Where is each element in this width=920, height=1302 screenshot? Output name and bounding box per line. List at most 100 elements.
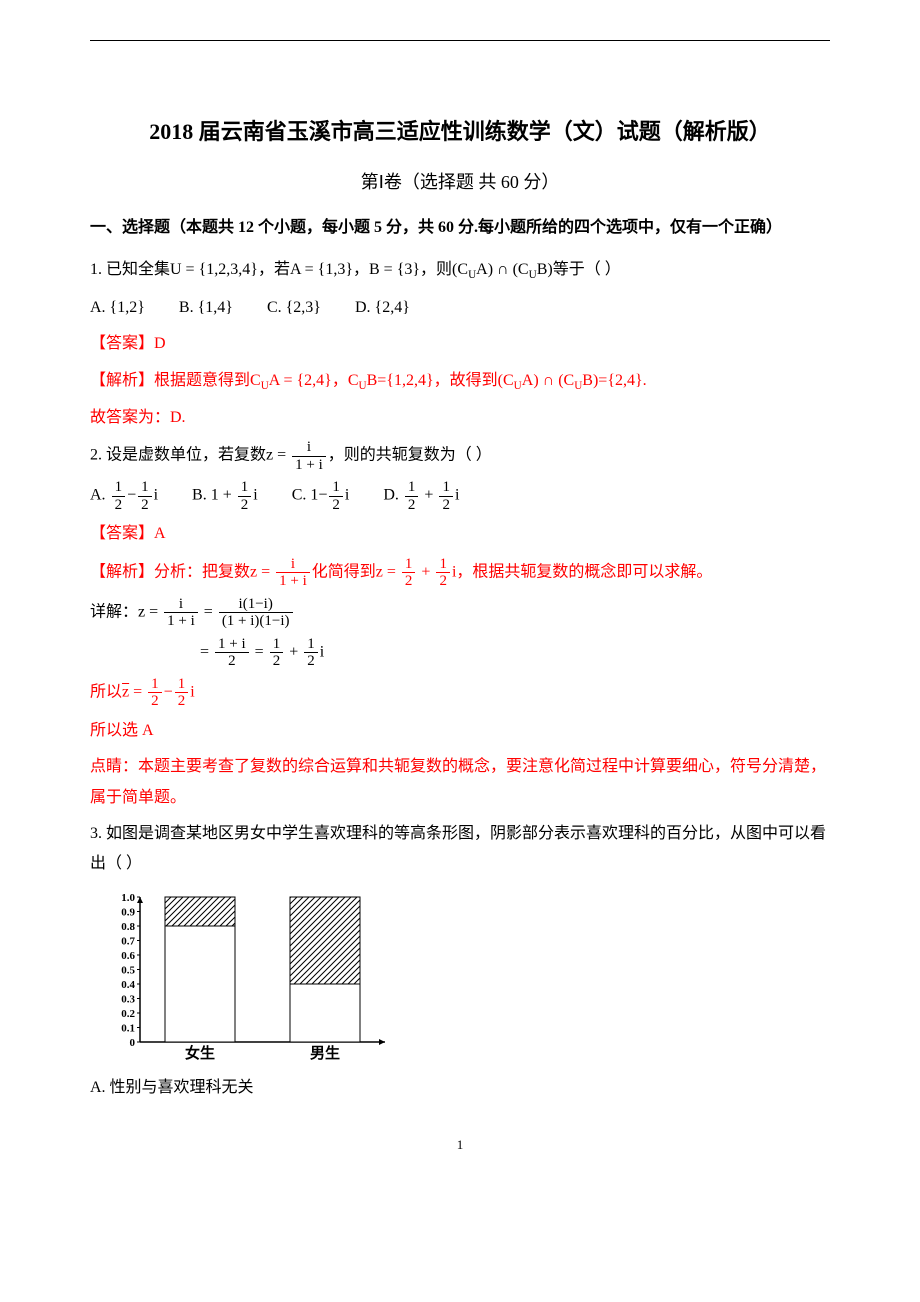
- frac-den: 2: [439, 497, 453, 514]
- q1-expl-s2: U: [359, 380, 367, 392]
- frac: 12: [238, 479, 252, 513]
- frac-den: 2: [148, 693, 162, 710]
- opt-label: A.: [90, 487, 110, 504]
- frac-num: i: [292, 439, 326, 457]
- q1-option-d: D. {2,4}: [355, 293, 410, 323]
- frac: i1 + i: [276, 556, 310, 590]
- q1-expl-m3: A) ∩ (C: [522, 372, 574, 389]
- page-subtitle: 第Ⅰ卷（选择题 共 60 分）: [90, 165, 830, 199]
- opt-label: D.: [383, 487, 403, 504]
- frac-den: 2: [215, 653, 249, 670]
- frac-num: 1: [148, 676, 162, 694]
- frac-den: 2: [175, 693, 189, 710]
- svg-text:0.7: 0.7: [121, 935, 135, 947]
- q2-options: A. 12−12i B. 1 + 12i C. 1−12i D. 12 + 12…: [90, 479, 830, 513]
- plus: +: [285, 644, 302, 661]
- frac-den: 1 + i: [276, 573, 310, 590]
- q2-so-line: 所以z = 12−12i: [90, 676, 830, 710]
- svg-text:0.2: 0.2: [121, 1008, 135, 1020]
- opt-mid: −: [127, 487, 136, 504]
- frac-num: 1: [175, 676, 189, 694]
- q1-options: A. {1,2} B. {1,4} C. {2,3} D. {2,4}: [90, 293, 830, 323]
- frac-den: 2: [436, 573, 450, 590]
- frac-den: 2: [112, 497, 126, 514]
- svg-text:0.4: 0.4: [121, 979, 135, 991]
- opt-post: i: [345, 487, 349, 504]
- q1-stem-post: B)等于（ ）: [537, 261, 621, 278]
- q2-option-c: C. 1−12i: [292, 479, 350, 513]
- svg-text:1.0: 1.0: [121, 892, 135, 904]
- expl-plus: +: [417, 564, 434, 581]
- q3-chart: 1.00.90.80.70.60.50.40.30.20.10女生男生: [110, 892, 830, 1067]
- q2-answer: 【答案】A: [90, 519, 830, 549]
- frac-den: 2: [238, 497, 252, 514]
- top-rule: [90, 40, 830, 41]
- frac: 12: [439, 479, 453, 513]
- frac: 12: [329, 479, 343, 513]
- so-post: i: [190, 684, 194, 701]
- section-header: 一、选择题（本题共 12 个小题，每小题 5 分，共 60 分.每小题所给的四个…: [90, 213, 830, 243]
- frac: 12: [270, 636, 284, 670]
- svg-text:0.6: 0.6: [121, 950, 135, 962]
- q1-conclusion: 故答案为：D.: [90, 403, 830, 433]
- frac-num: 1 + i: [215, 636, 249, 654]
- frac: 12: [436, 556, 450, 590]
- page-title: 2018 届云南省玉溪市高三适应性训练数学（文）试题（解析版）: [90, 111, 830, 153]
- frac: 12: [402, 556, 416, 590]
- frac-den: (1 + i)(1−i): [219, 613, 293, 630]
- q2-stem-post: ，则的共轭复数为（ ）: [328, 447, 492, 464]
- bar-chart-svg: 1.00.90.80.70.60.50.40.30.20.10女生男生: [110, 892, 390, 1067]
- frac-den: 2: [304, 653, 318, 670]
- q1-expl-s1: U: [261, 380, 269, 392]
- frac-num: i(1−i): [219, 596, 293, 614]
- q2-option-a: A. 12−12i: [90, 479, 158, 513]
- frac-num: 1: [138, 479, 152, 497]
- svg-text:0.3: 0.3: [121, 993, 135, 1005]
- so-mid: −: [164, 684, 173, 701]
- frac-num: i: [164, 596, 198, 614]
- opt-label: C. 1−: [292, 487, 328, 504]
- frac-num: 1: [238, 479, 252, 497]
- q1-expl-m1: A = {2,4}，C: [269, 372, 359, 389]
- frac-num: 1: [402, 556, 416, 574]
- frac-den: 2: [329, 497, 343, 514]
- frac: 12: [304, 636, 318, 670]
- expl-post: i，根据共轭复数的概念即可以求解。: [452, 564, 712, 581]
- q1-expl-m2: B={1,2,4}，故得到(C: [367, 372, 514, 389]
- svg-text:0.8: 0.8: [121, 921, 135, 933]
- frac-num: 1: [112, 479, 126, 497]
- q1-answer: 【答案】D: [90, 329, 830, 359]
- q2-so-answer: 所以选 A: [90, 716, 830, 746]
- frac-den: 2: [270, 653, 284, 670]
- eq: =: [200, 644, 213, 661]
- q1-option-b: B. {1,4}: [179, 293, 233, 323]
- frac-den: 2: [405, 497, 419, 514]
- eq2: =: [251, 644, 268, 661]
- q2-stem-pre: 2. 设是虚数单位，若复数z =: [90, 447, 290, 464]
- detail-label: 详解：z =: [90, 604, 162, 621]
- q1-expl-s3: U: [514, 380, 522, 392]
- svg-text:0.5: 0.5: [121, 964, 135, 976]
- opt-post: i: [253, 487, 257, 504]
- q1-sub-u-1: U: [468, 270, 476, 282]
- so-eq: =: [129, 684, 146, 701]
- frac-num: i: [276, 556, 310, 574]
- q1-option-c: C. {2,3}: [267, 293, 321, 323]
- q2-detail-line2: = 1 + i2 = 12 + 12i: [200, 636, 830, 670]
- q2-option-b: B. 1 + 12i: [192, 479, 258, 513]
- opt-post: i: [154, 487, 158, 504]
- q1-stem-pre: 1. 已知全集U = {1,2,3,4}，若A = {1,3}，B = {3}，…: [90, 261, 468, 278]
- svg-text:0.9: 0.9: [121, 906, 135, 918]
- q1-sub-u-2: U: [529, 270, 537, 282]
- svg-text:男生: 男生: [310, 1044, 340, 1062]
- frac-num: 1: [436, 556, 450, 574]
- expl-pre: 【解析】分析：把复数z =: [90, 564, 274, 581]
- q2-detail-line1: 详解：z = i1 + i = i(1−i)(1 + i)(1−i): [90, 596, 830, 630]
- frac-num: 1: [439, 479, 453, 497]
- frac: 12: [175, 676, 189, 710]
- svg-text:0: 0: [130, 1037, 136, 1049]
- frac-den: 1 + i: [292, 457, 326, 474]
- q3-option-a: A. 性别与喜欢理科无关: [90, 1073, 830, 1103]
- frac-num: 1: [329, 479, 343, 497]
- q2-explanation-1: 【解析】分析：把复数z = i1 + i化简得到z = 12 + 12i，根据共…: [90, 556, 830, 590]
